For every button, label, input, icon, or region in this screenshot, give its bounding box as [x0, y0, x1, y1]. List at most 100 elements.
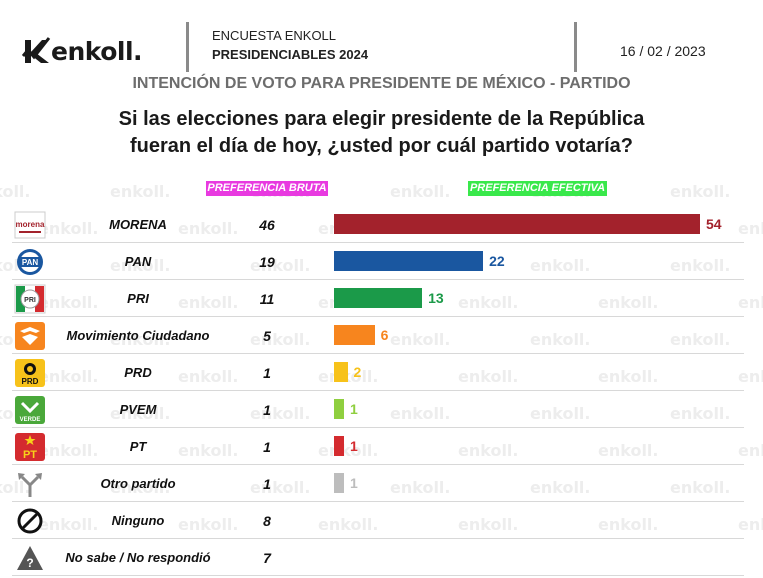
survey-date: 16 / 02 / 2023: [620, 43, 706, 59]
row-separator: [12, 390, 744, 391]
preferencia-bruta-value: 1: [263, 439, 271, 455]
party-name: PAN: [124, 254, 152, 269]
preferencia-efectiva-bar: [334, 251, 484, 271]
preferencia-efectiva-label: 13: [428, 290, 444, 306]
row-separator: [12, 501, 744, 502]
preferencia-efectiva-label: 1: [350, 438, 358, 454]
preferencia-efectiva-label: 6: [380, 327, 389, 343]
party-name: No sabe / No respondió: [65, 550, 211, 565]
watermark: enkoll.: [38, 219, 99, 238]
preferencia-bruta-value: 5: [263, 328, 271, 344]
survey-question: Si las elecciones para elegir presidente…: [0, 106, 763, 160]
watermark: enkoll.: [250, 478, 311, 497]
watermark: enkoll.: [458, 293, 519, 312]
party-name: Movimiento Ciudadano: [66, 328, 210, 343]
watermark: enkoll.: [530, 256, 591, 275]
watermark: enkoll.: [530, 478, 591, 497]
watermark: enkoll.: [250, 256, 311, 275]
survey-edition: PRESIDENCIABLES 2024: [212, 47, 369, 62]
party-row: ? No sabe / No respondió 7: [0, 539, 763, 576]
preferencia-efectiva-bar: [334, 214, 700, 234]
watermark: enkoll.: [738, 515, 763, 534]
watermark: enkoll.: [458, 441, 519, 460]
party-row: VERDE PVEM 1 1: [0, 391, 763, 428]
watermark: enkoll.: [670, 330, 731, 349]
watermark: enkoll.: [598, 515, 659, 534]
row-separator: [12, 242, 744, 243]
survey-name: ENCUESTA ENKOLL: [212, 28, 337, 43]
preferencia-efectiva-bar: [334, 288, 423, 308]
watermark: enkoll.: [598, 441, 659, 460]
watermark: enkoll.: [318, 367, 379, 386]
row-separator: [12, 427, 744, 428]
party-row: Movimiento Ciudadano 5 6: [0, 317, 763, 354]
watermark: enkoll.: [110, 182, 171, 201]
question-line-2: fueran el día de hoy, ¿usted por cuál pa…: [129, 135, 634, 157]
preferencia-efectiva-label: 54: [706, 216, 722, 232]
column-header-efectiva: PREFERENCIA EFECTIVA: [468, 181, 607, 196]
enkoll-check-icon: [22, 37, 51, 63]
watermark: enkoll.: [110, 404, 171, 423]
watermark: enkoll.: [738, 293, 763, 312]
party-name: PT: [129, 439, 147, 454]
svg-text:?: ?: [26, 556, 33, 570]
svg-text:PRI: PRI: [24, 297, 36, 304]
watermark: enkoll.: [390, 182, 451, 201]
watermark: enkoll.: [390, 330, 451, 349]
watermark: enkoll.: [178, 441, 239, 460]
morena-logo-icon: morena: [14, 210, 46, 240]
watermark: enkoll.: [458, 367, 519, 386]
party-name: Otro partido: [100, 476, 176, 491]
preferencia-bruta-value: 1: [263, 402, 271, 418]
watermark: enkoll.: [670, 478, 731, 497]
row-separator: [12, 353, 744, 354]
watermark: enkoll.: [738, 441, 763, 460]
party-name: PRI: [127, 291, 149, 306]
watermark: enkoll.: [250, 404, 311, 423]
watermark: enkoll.: [530, 330, 591, 349]
preferencia-bruta-value: 19: [259, 254, 275, 270]
watermark: enkoll.: [178, 219, 239, 238]
prohibited-icon: [14, 506, 46, 536]
preferencia-efectiva-label: 2: [353, 364, 362, 380]
party-row: PT PT 1 1: [0, 428, 763, 465]
party-name: PVEM: [119, 402, 157, 417]
party-row: Ninguno 8: [0, 502, 763, 539]
column-header-bruta: PREFERENCIA BRUTA: [206, 181, 328, 196]
mc-logo-icon: [14, 321, 46, 351]
preferencia-bruta-value: 46: [259, 217, 275, 233]
watermark: enkoll.: [38, 515, 99, 534]
preferencia-efectiva-label: 22: [489, 253, 505, 269]
watermark: enkoll.: [390, 478, 451, 497]
preferencia-efectiva-label: 1: [350, 475, 358, 491]
preferencia-bruta-value: 1: [263, 365, 271, 381]
pt-logo-icon: PT: [14, 432, 46, 462]
row-separator: [12, 464, 744, 465]
party-row: PRD PRD 1 2: [0, 354, 763, 391]
pvem-logo-icon: VERDE: [14, 395, 46, 425]
watermark: enkoll.: [670, 182, 731, 201]
party-row: PRI PRI 11 13: [0, 280, 763, 317]
chart-title: INTENCIÓN DE VOTO PARA PRESIDENTE DE MÉX…: [132, 75, 631, 92]
party-row: morena MORENA 46 54: [0, 206, 763, 243]
split-arrows-icon: [14, 469, 46, 499]
row-separator: [12, 316, 744, 317]
watermark: enkoll.: [318, 441, 379, 460]
pan-logo-icon: PAN: [14, 247, 46, 277]
header-divider-left: [186, 22, 189, 72]
watermark: enkoll.: [458, 515, 519, 534]
prd-logo-icon: PRD: [14, 358, 46, 388]
preferencia-efectiva-bar: [334, 399, 344, 419]
preferencia-efectiva-label: 1: [350, 401, 358, 417]
report-header: enkoll. ENCUESTA ENKOLL PRESIDENCIABLES …: [0, 0, 763, 75]
watermark: enkoll.: [0, 478, 31, 497]
watermark: enkoll.: [110, 478, 171, 497]
watermark: enkoll.: [738, 367, 763, 386]
party-row: PAN PAN 19 22: [0, 243, 763, 280]
preferencia-bruta-value: 1: [263, 476, 271, 492]
watermark: enkoll.: [318, 515, 379, 534]
watermark: enkoll.: [110, 330, 171, 349]
watermark: enkoll.: [738, 219, 763, 238]
svg-text:PRD: PRD: [22, 377, 39, 386]
watermark: enkoll.: [598, 293, 659, 312]
